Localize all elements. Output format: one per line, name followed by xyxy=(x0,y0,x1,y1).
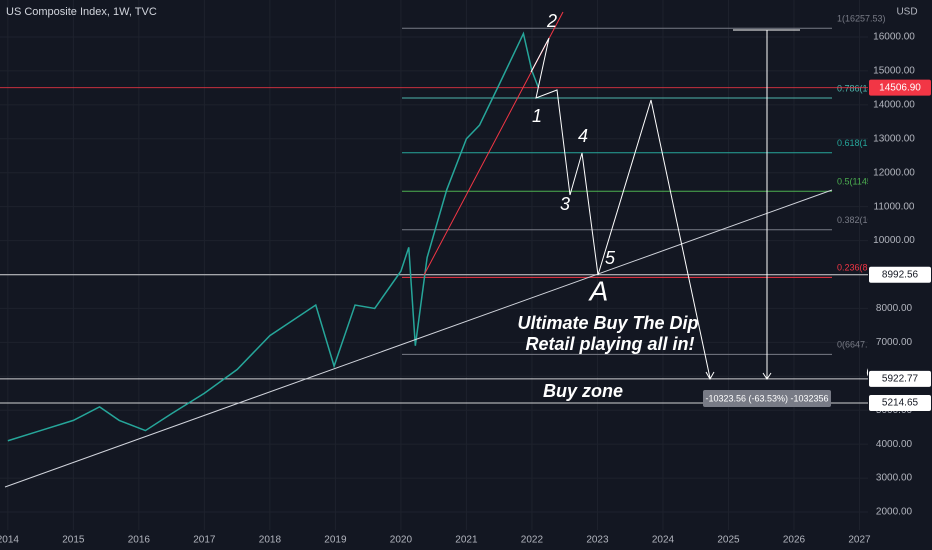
fib-label: 0.236(8915. xyxy=(837,263,885,273)
y-tick-label: 14000.00 xyxy=(873,99,915,110)
x-tick-label: 2024 xyxy=(652,535,675,546)
price-tag-label: 14506.90 xyxy=(879,82,921,93)
time-axis xyxy=(0,530,868,550)
y-tick-label: 11000.00 xyxy=(874,201,915,212)
y-tick-label: 4000.00 xyxy=(876,439,913,450)
annotation: Buy zone xyxy=(543,381,623,401)
x-tick-label: 2019 xyxy=(324,535,347,546)
y-tick-label: 3000.00 xyxy=(876,473,913,484)
y-tick-label: 13000.00 xyxy=(873,133,915,144)
price-tag xyxy=(869,370,931,387)
wave-label: 1 xyxy=(532,106,542,126)
fib-label: 0.382(10318 xyxy=(837,215,888,225)
wave-label: 5 xyxy=(605,248,616,268)
trendline xyxy=(4,189,833,488)
price-tag-label: 8992.56 xyxy=(882,269,919,280)
x-tick-label: 2017 xyxy=(193,535,216,546)
arrow xyxy=(762,372,772,380)
price-tag-label: 5214.65 xyxy=(882,398,919,409)
fib-label: 0.786(14201 xyxy=(837,83,888,93)
x-tick-label: 2027 xyxy=(848,535,871,546)
y-tick-label: 15000.00 xyxy=(873,66,915,77)
annotation: Retail playing all in! xyxy=(525,334,694,354)
currency: USD xyxy=(896,7,917,18)
x-tick-label: 2020 xyxy=(390,535,413,546)
x-tick-label: 2021 xyxy=(455,535,478,546)
x-tick-label: 2023 xyxy=(586,535,609,546)
x-tick-label: 2016 xyxy=(128,535,151,546)
annotation: Ultimate Buy The Dip xyxy=(517,313,698,333)
fib-label: 0.618(12586 xyxy=(837,138,888,148)
wave-label: 3 xyxy=(560,194,570,214)
x-tick-label: 2015 xyxy=(62,535,85,546)
y-tick-label: 12000.00 xyxy=(873,167,915,178)
fib-label: 0.5(11452.5 xyxy=(837,177,884,187)
price-tag xyxy=(869,394,931,411)
fib-label: 1(16257.53) xyxy=(837,14,886,24)
y-tick-label: 8000.00 xyxy=(876,303,913,314)
y-tick-label: 2000.00 xyxy=(876,507,913,518)
wave-label: A xyxy=(588,275,609,306)
arrow xyxy=(705,371,715,381)
price-line-series xyxy=(7,31,540,442)
price-tag-label: 5922.77 xyxy=(882,374,919,385)
y-tick-label: 16000.00 xyxy=(873,32,915,43)
x-tick-label: 2026 xyxy=(783,535,806,546)
x-tick-label: 2014 xyxy=(0,535,19,546)
x-tick-label: 2025 xyxy=(717,535,740,546)
drawings: 2 1 4 3 5 A Ultimate Buy The Dip Retail … xyxy=(4,11,891,488)
price-tag xyxy=(869,266,931,283)
wave-path xyxy=(530,37,711,379)
measure-label: -10323.56 (-63.53%) -1032356 xyxy=(705,393,828,403)
wave-label: 4 xyxy=(578,126,588,146)
price-tag xyxy=(869,79,931,96)
chart-title: US Composite Index, 1W, TVC xyxy=(6,6,157,18)
y-tick-label: 10000.00 xyxy=(873,235,915,246)
x-tick-label: 2018 xyxy=(259,535,282,546)
x-tick-label: 2022 xyxy=(521,535,544,546)
fib-label: 0(6647.64) xyxy=(837,340,881,350)
wave-label: 2 xyxy=(546,11,557,31)
y-tick-label: 7000.00 xyxy=(876,337,913,348)
measure-box xyxy=(703,390,831,407)
